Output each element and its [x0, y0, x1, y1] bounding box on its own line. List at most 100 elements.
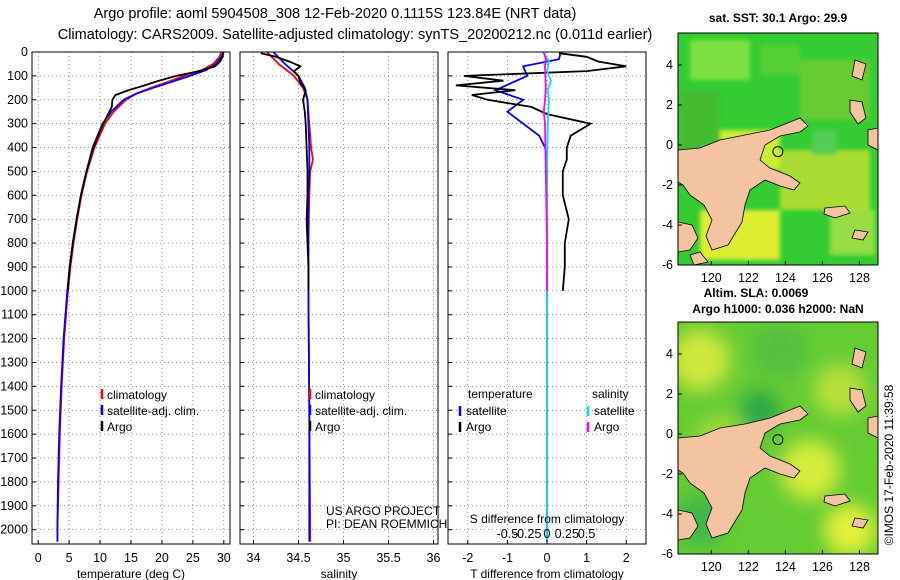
map-lat-label: 0 — [666, 427, 673, 441]
map-lat-label: 4 — [666, 58, 673, 72]
sla-map — [677, 321, 879, 555]
map-lat-label: -2 — [662, 467, 673, 481]
x-axis-label-2: S difference from climatology — [470, 512, 625, 526]
x-tick-label: 10 — [93, 551, 107, 565]
panel-difference: -2 -1 0 1 2 T difference from climatology temp… — [447, 51, 647, 580]
legend-label: satellite-adj. clim. — [315, 404, 407, 418]
map-lat-label: -2 — [662, 178, 673, 192]
map-lon-label: 126 — [812, 560, 833, 574]
legend-label: climatology — [107, 388, 167, 402]
depth-tick-label: 500 — [7, 164, 28, 178]
depth-tick-label: 1000 — [0, 284, 28, 298]
map-lat-label: -4 — [662, 507, 673, 521]
series-salinity-satellite — [542, 52, 552, 542]
depth-tick-label: 100 — [7, 69, 28, 83]
series-argo — [260, 52, 310, 291]
title-line-1: Argo profile: aoml 5904508_308 12-Feb-20… — [93, 6, 577, 22]
legend-label: Argo — [594, 420, 620, 434]
legend-label: Argo — [315, 420, 341, 434]
x2-tick-label: -0.5 — [497, 527, 519, 541]
map-lon-label: 120 — [701, 271, 722, 285]
sst-map — [677, 32, 879, 266]
depth-tick-label: 300 — [7, 117, 28, 131]
legend-label: Argo — [466, 420, 492, 434]
x-axis-label: temperature (deg C) — [77, 567, 185, 580]
depth-tick-label: 1700 — [0, 451, 28, 465]
x2-tick-label: 0.5 — [578, 527, 595, 541]
map-lon-label: 124 — [775, 271, 796, 285]
map-lon-label: 128 — [849, 560, 870, 574]
series-satellite-adj-clim- — [56, 52, 225, 542]
map-lat-label: 4 — [666, 347, 673, 361]
x-tick-label: -1 — [502, 551, 513, 565]
x-tick-label: 0 — [544, 551, 551, 565]
depth-tick-label: 800 — [7, 236, 28, 250]
legend-label: climatology — [315, 388, 375, 402]
series-climatology — [56, 52, 223, 542]
depth-tick-label: 2000 — [0, 523, 28, 537]
panel-salinity: 34 34.5 35 35.5 36 salinity climatology satelli… — [239, 51, 447, 580]
x-tick-label: 35.5 — [376, 551, 400, 565]
x-tick-label: 34.5 — [286, 551, 310, 565]
map-lat-label: -6 — [662, 547, 673, 561]
depth-tick-label: 400 — [7, 141, 28, 155]
pi-annotation: PI: DEAN ROEMMICH — [326, 517, 447, 531]
map-lon-label: 122 — [738, 560, 759, 574]
series-satellite-adj-clim- — [272, 52, 311, 542]
x-axis-label: salinity — [321, 567, 358, 580]
imos-credit: ©IMOS 17-Feb-2020 11:39:58 — [882, 384, 896, 545]
x-tick-label: 30 — [217, 551, 231, 565]
depth-tick-label: 1500 — [0, 403, 28, 417]
depth-tick-label: 1200 — [0, 332, 28, 346]
legend-label: satellite-adj. clim. — [107, 404, 199, 418]
x-tick-label: 5 — [66, 551, 73, 565]
legend-label: satellite — [466, 404, 507, 418]
depth-tick-label: 200 — [7, 93, 28, 107]
legend-title: salinity — [592, 387, 629, 401]
x2-tick-label: 0 — [544, 527, 551, 541]
sla-map-title-2: Argo h1000: 0.036 h2000: NaN — [692, 302, 863, 316]
panel-temperature: 0 5 10 15 20 25 30 temperature (deg C) climatolo… — [31, 51, 231, 580]
x-tick-label: 25 — [186, 551, 200, 565]
x-tick-label: 0 — [35, 551, 42, 565]
x-tick-label: 20 — [155, 551, 169, 565]
sst-map-title: sat. SST: 30.1 Argo: 29.9 — [709, 11, 848, 25]
map-lon-label: 120 — [701, 560, 722, 574]
series-argo — [67, 53, 225, 291]
map-lat-label: -4 — [662, 218, 673, 232]
depth-tick-label: 1900 — [0, 499, 28, 513]
depth-tick-label: 0 — [21, 45, 28, 59]
map-lon-label: 122 — [738, 271, 759, 285]
legend-title: temperature — [468, 387, 533, 401]
depth-tick-label: 1600 — [0, 427, 28, 441]
sla-map-title-1: Altim. SLA: 0.0069 — [704, 286, 809, 300]
depth-tick-label: 700 — [7, 212, 28, 226]
panel-frame — [31, 51, 231, 545]
map-lat-label: 2 — [666, 387, 673, 401]
series-salinity-argo — [542, 52, 548, 291]
x-tick-label: 2 — [623, 551, 630, 565]
depth-tick-label: 900 — [7, 260, 28, 274]
depth-tick-label: 1800 — [0, 475, 28, 489]
depth-tick-label: 1100 — [1, 308, 28, 322]
title-line-2: Climatology: CARS2009. Satellite-adjuste… — [57, 27, 653, 43]
map-lon-label: 126 — [812, 271, 833, 285]
x-tick-label: -2 — [462, 551, 473, 565]
x2-tick-label: 0.25 — [555, 527, 579, 541]
depth-tick-label: 1300 — [0, 355, 28, 369]
x-axis-label: T difference from climatology — [470, 567, 624, 580]
map-lat-label: -6 — [662, 258, 673, 272]
legend-label: Argo — [107, 420, 133, 434]
series-temperature-argo — [455, 52, 627, 291]
series-temperature-satellite — [493, 52, 562, 542]
pi-annotation: US ARGO PROJECT — [326, 504, 441, 518]
x2-tick-label: -0.25 — [513, 527, 542, 541]
x-tick-label: 34 — [247, 551, 261, 565]
map-lat-label: 0 — [666, 138, 673, 152]
x-tick-label: 1 — [583, 551, 590, 565]
x-tick-label: 35 — [337, 551, 351, 565]
panel-frame — [239, 51, 439, 545]
map-lat-label: 2 — [666, 98, 673, 112]
depth-tick-label: 1400 — [0, 379, 28, 393]
